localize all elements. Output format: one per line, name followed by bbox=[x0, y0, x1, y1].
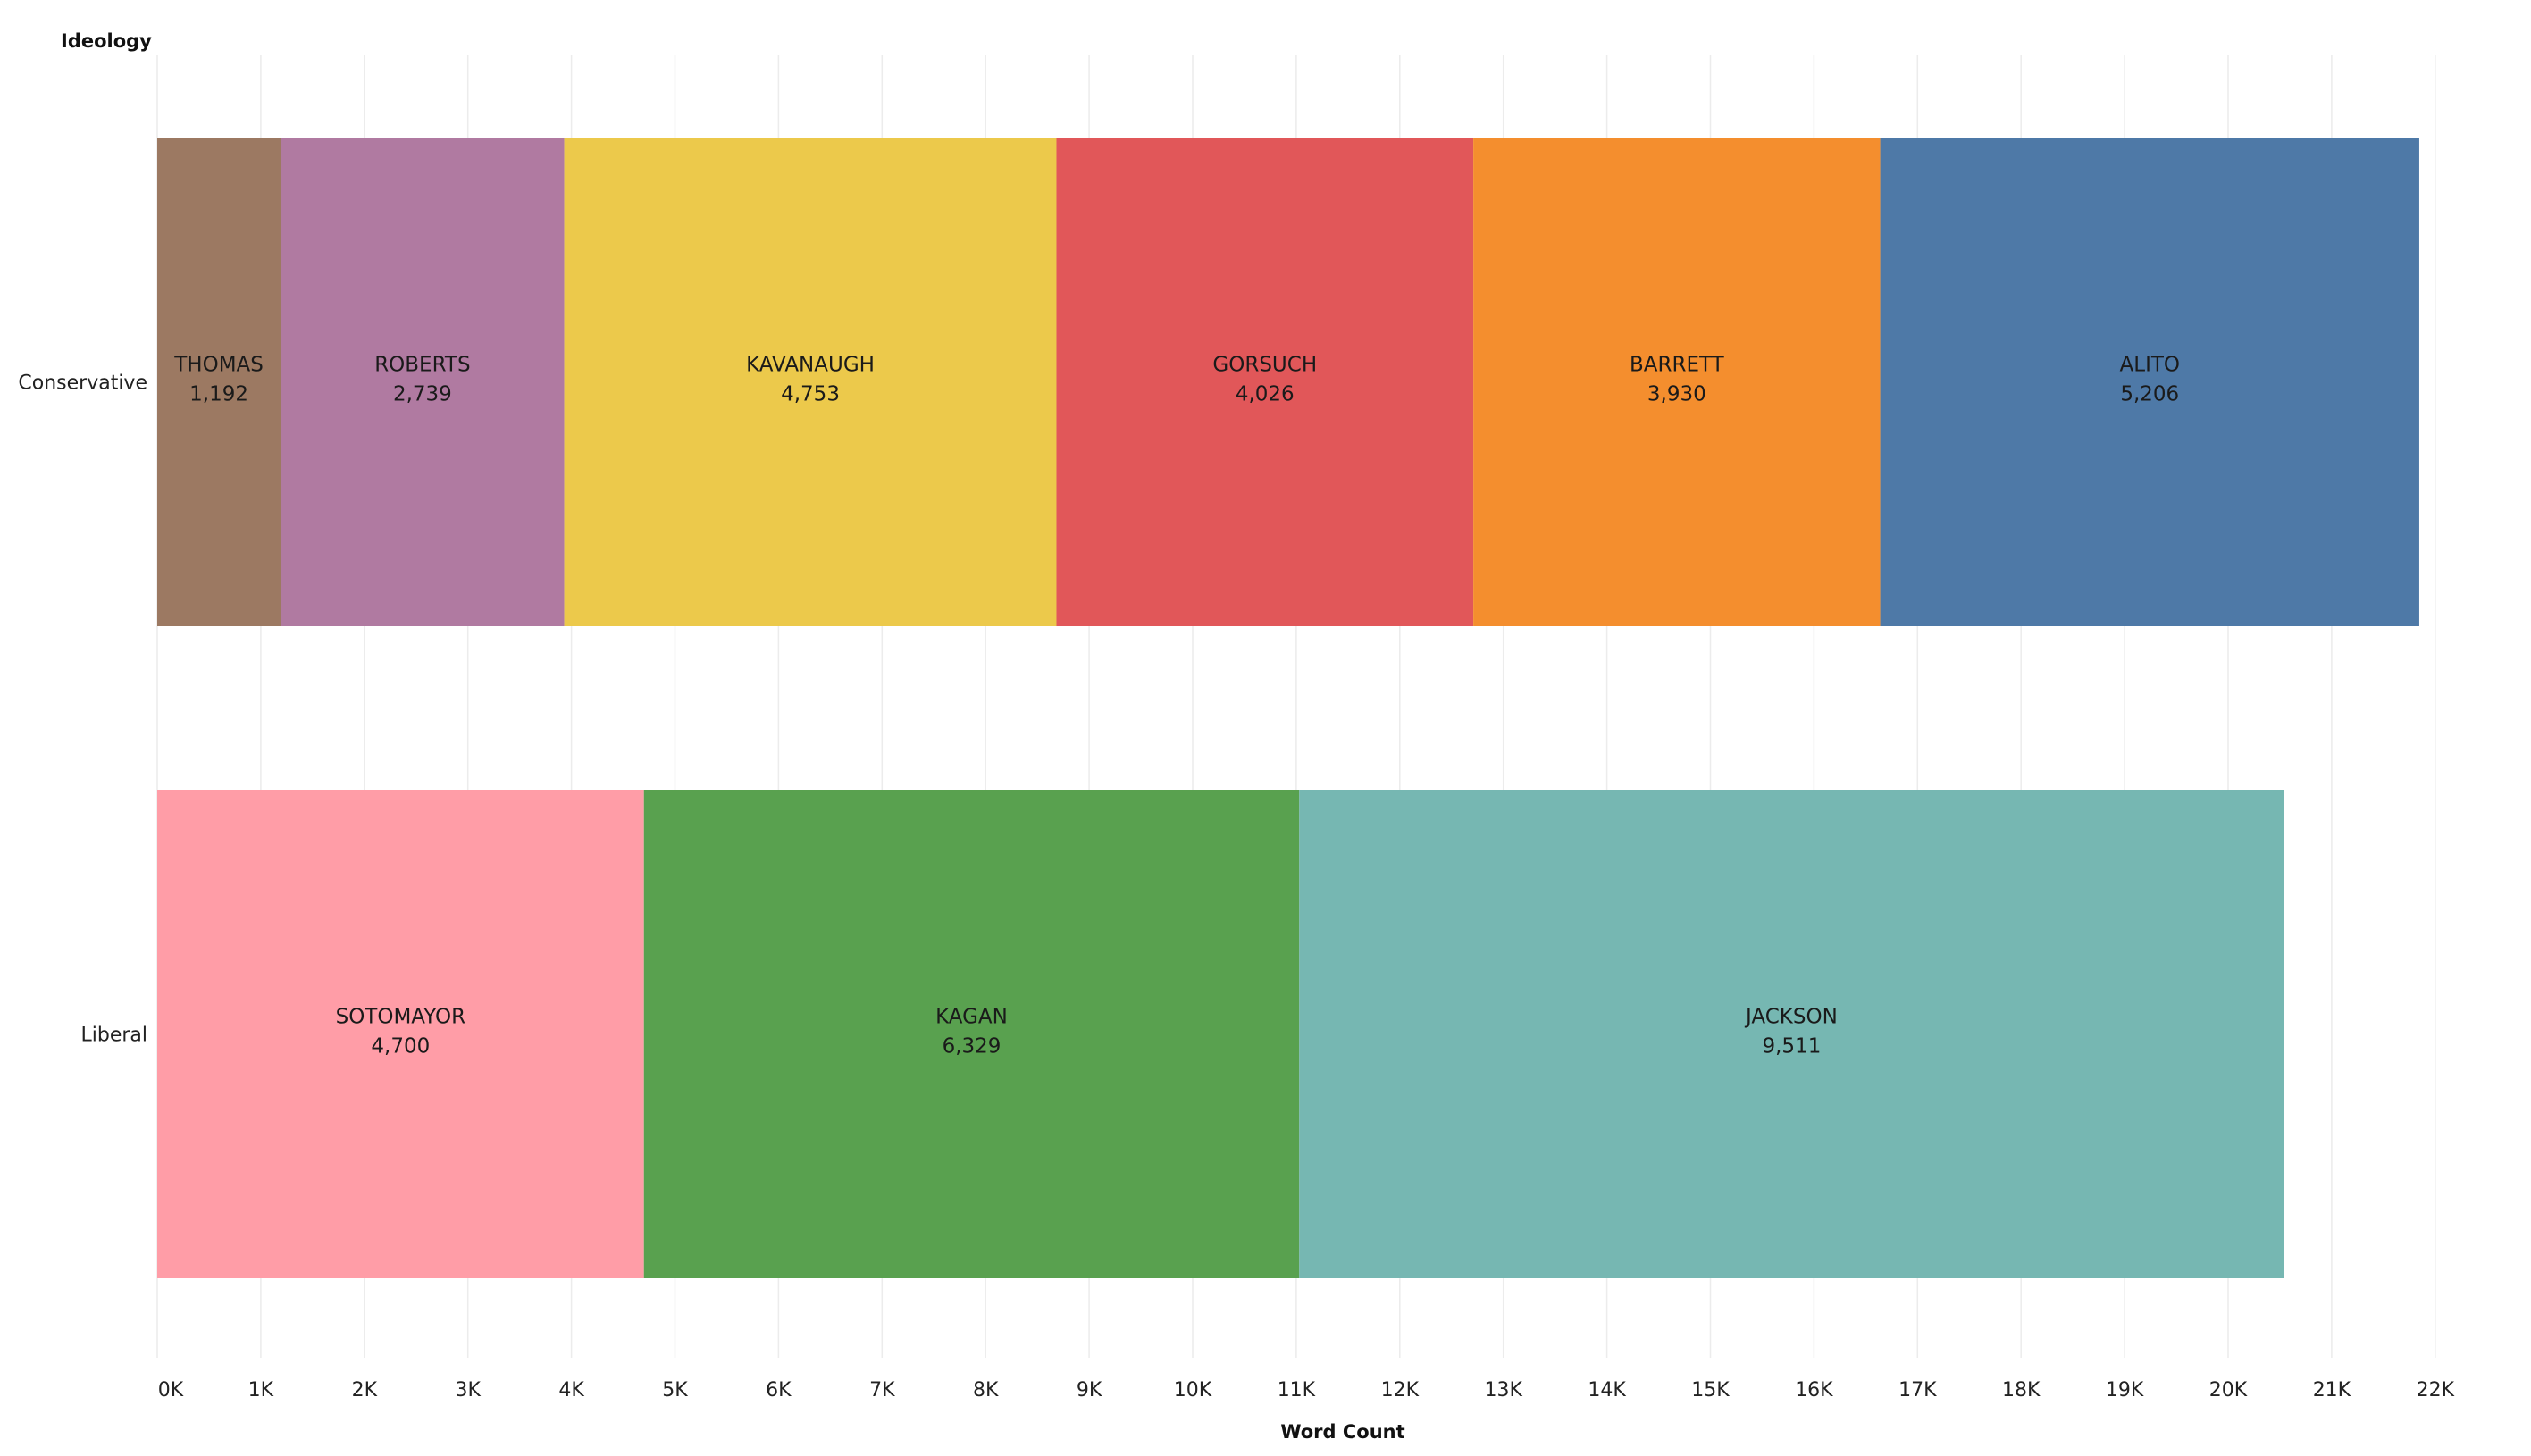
x-tick-label: 2K bbox=[352, 1379, 378, 1402]
segment-value-label: 2,739 bbox=[393, 383, 452, 406]
segment-name-label: GORSUCH bbox=[1212, 354, 1317, 377]
row-labels: Conservative Liberal bbox=[18, 372, 147, 1047]
segment-value-label: 3,930 bbox=[1647, 383, 1706, 406]
bar-segment-jackson bbox=[1299, 790, 2284, 1278]
x-tick-label: 15K bbox=[1691, 1379, 1730, 1402]
bar-segment-gorsuch bbox=[1056, 138, 1474, 626]
x-tick-label: 8K bbox=[973, 1379, 999, 1402]
segment-value-label: 6,329 bbox=[943, 1035, 1002, 1059]
x-tick-label: 12K bbox=[1381, 1379, 1420, 1402]
x-tick-label: 17K bbox=[1898, 1379, 1937, 1402]
row-header: Ideology bbox=[61, 30, 152, 52]
row-label-conservative: Conservative bbox=[18, 372, 147, 395]
bar-segment-kagan bbox=[643, 790, 1300, 1278]
x-tick-label: 10K bbox=[1174, 1379, 1212, 1402]
bar-segment-kavanaugh bbox=[564, 138, 1057, 626]
x-tick-label: 13K bbox=[1484, 1379, 1522, 1402]
x-tick-label: 11K bbox=[1278, 1379, 1316, 1402]
segment-name-label: SOTOMAYOR bbox=[336, 1006, 466, 1029]
x-tick-label: 22K bbox=[2417, 1379, 2455, 1402]
segment-name-label: ALITO bbox=[2120, 354, 2180, 377]
bars: THOMAS 1,192 ROBERTS 2,739 KAVANAUGH 4,753 GOR… bbox=[157, 138, 2419, 1278]
segment-name-label: JACKSON bbox=[1744, 1006, 1838, 1029]
bar-segment-roberts bbox=[281, 138, 565, 626]
x-axis-title: Word Count bbox=[1280, 1421, 1404, 1443]
x-tick-label: 5K bbox=[662, 1379, 688, 1402]
bar-segment-sotomayor bbox=[157, 790, 644, 1278]
segment-value-label: 9,511 bbox=[1762, 1035, 1821, 1059]
segment-value-label: 4,700 bbox=[371, 1035, 430, 1059]
segment-name-label: BARRETT bbox=[1630, 354, 1725, 377]
segment-value-label: 5,206 bbox=[2120, 383, 2179, 406]
x-tick-label: 19K bbox=[2106, 1379, 2144, 1402]
segment-value-label: 4,753 bbox=[781, 383, 840, 406]
x-tick-label: 0K bbox=[158, 1379, 184, 1402]
x-tick-label: 7K bbox=[869, 1379, 895, 1402]
segment-name-label: KAVANAUGH bbox=[746, 354, 875, 377]
segment-name-label: ROBERTS bbox=[374, 354, 470, 377]
x-tick-label: 6K bbox=[766, 1379, 792, 1402]
x-tick-label: 4K bbox=[558, 1379, 584, 1402]
row-label-liberal: Liberal bbox=[80, 1025, 147, 1047]
x-tick-label: 20K bbox=[2209, 1379, 2248, 1402]
bar-segment-thomas bbox=[157, 138, 281, 626]
segment-name-label: KAGAN bbox=[935, 1006, 1008, 1029]
x-tick-label: 16K bbox=[1795, 1379, 1833, 1402]
x-tick-label: 18K bbox=[2002, 1379, 2041, 1402]
bar-segment-barrett bbox=[1473, 138, 1881, 626]
x-axis-ticks: 0K 1K 2K 3K 4K 5K 6K 7K 8K 9K 10K 11K 12K 13K 14K 15K 16… bbox=[158, 1379, 2455, 1402]
x-tick-label: 9K bbox=[1077, 1379, 1102, 1402]
bar-segment-alito bbox=[1880, 138, 2419, 626]
segment-value-label: 1,192 bbox=[189, 383, 248, 406]
x-tick-label: 14K bbox=[1588, 1379, 1626, 1402]
x-tick-label: 1K bbox=[248, 1379, 274, 1402]
segment-value-label: 4,026 bbox=[1236, 383, 1295, 406]
segment-name-label: THOMAS bbox=[173, 354, 264, 377]
x-tick-label: 3K bbox=[455, 1379, 481, 1402]
x-tick-label: 21K bbox=[2313, 1379, 2351, 1402]
